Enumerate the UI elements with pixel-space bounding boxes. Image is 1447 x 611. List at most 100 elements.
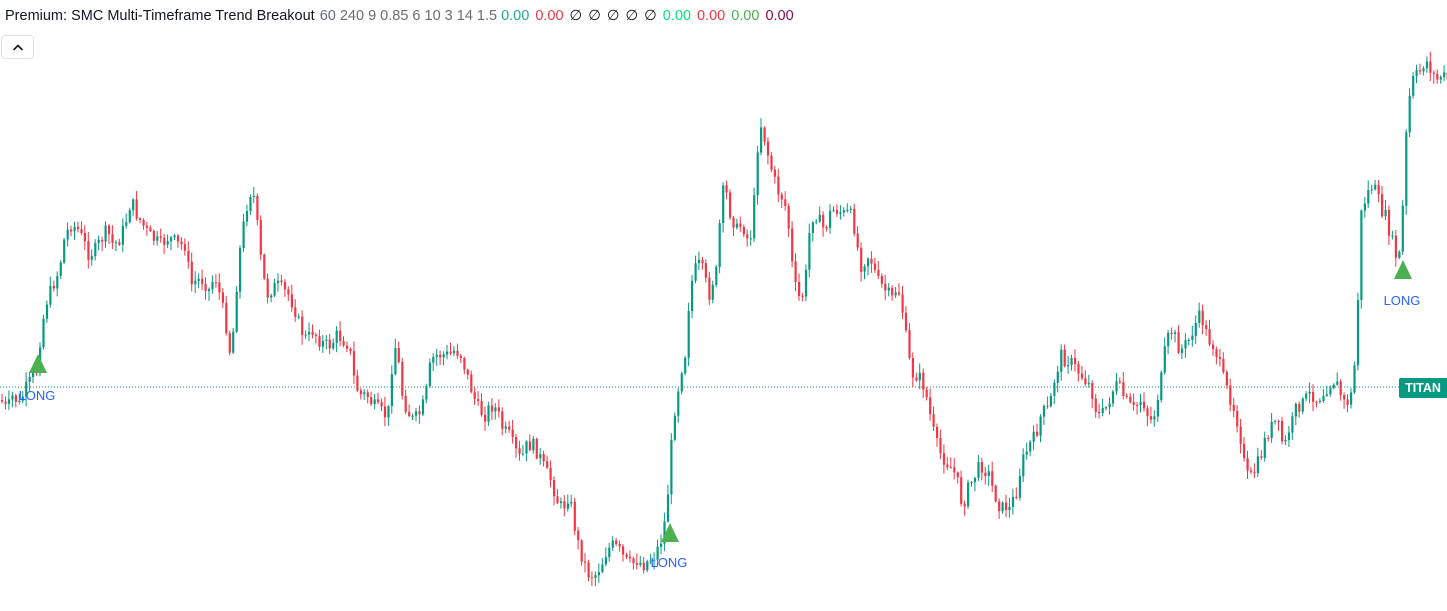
- candle-body: [225, 302, 228, 334]
- candle-body: [170, 237, 173, 242]
- candle-body: [773, 169, 776, 177]
- candle-body: [421, 399, 425, 415]
- indicator-value: ∅: [644, 8, 657, 24]
- candle-body: [1336, 381, 1339, 385]
- candle-body: [187, 250, 190, 262]
- candle-body: [349, 348, 352, 352]
- candle-body: [501, 411, 504, 429]
- candle-body: [687, 311, 690, 358]
- candle-body: [835, 209, 839, 214]
- candle-body: [94, 243, 97, 257]
- candle-body: [42, 318, 45, 348]
- candle-body: [73, 226, 76, 232]
- candle-body: [542, 454, 545, 462]
- candle-body: [594, 575, 597, 578]
- candle-body: [1177, 332, 1180, 353]
- long-signal-arrow: [1394, 260, 1412, 279]
- candle-body: [1212, 344, 1215, 350]
- candle-body: [877, 269, 880, 276]
- candle-body: [1046, 405, 1049, 407]
- candle-body: [1318, 400, 1322, 402]
- candle-body: [490, 405, 494, 412]
- candle-body: [1080, 373, 1084, 379]
- candle-body: [1063, 349, 1066, 367]
- candle-body: [1053, 382, 1056, 396]
- candle-body: [1232, 404, 1235, 411]
- candle-body: [632, 558, 635, 564]
- indicator-values: 0.00 0.00 ∅ ∅ ∅ ∅ ∅ 0.00 0.00 0.00 0.00: [501, 7, 800, 25]
- candle-body: [553, 480, 556, 497]
- candle-body: [263, 254, 266, 279]
- candle-body: [625, 554, 628, 557]
- candle-body: [580, 540, 583, 562]
- candle-body: [1111, 391, 1115, 404]
- candle-body: [987, 471, 990, 477]
- candle-body: [1136, 404, 1139, 406]
- candle-body: [715, 266, 718, 285]
- candle-body: [439, 354, 442, 358]
- candle-body: [711, 284, 714, 300]
- candle-body: [573, 501, 576, 531]
- candle-body: [377, 399, 380, 403]
- candle-body: [787, 206, 790, 229]
- indicator-legend[interactable]: Premium: SMC Multi-Timeframe Trend Break…: [5, 7, 800, 25]
- candle-body: [1339, 381, 1342, 396]
- candle-body: [1356, 300, 1360, 366]
- candle-body: [252, 196, 255, 197]
- candle-body: [1049, 395, 1052, 407]
- candle-body: [867, 258, 870, 267]
- candle-body: [1363, 203, 1366, 211]
- candle-body: [508, 426, 511, 430]
- candle-body: [273, 283, 276, 296]
- candle-body: [1270, 421, 1273, 438]
- candle-body: [484, 414, 487, 422]
- candle-body: [846, 209, 849, 211]
- candle-body: [1174, 332, 1177, 334]
- candle-body: [1067, 365, 1070, 367]
- candle-body: [415, 411, 418, 416]
- candle-body: [984, 472, 987, 476]
- candle-body: [87, 241, 90, 260]
- candle-body: [722, 185, 725, 224]
- candle-body: [1029, 441, 1032, 452]
- indicator-value: 0.00: [501, 8, 530, 24]
- candle-body: [373, 399, 376, 405]
- candle-body: [660, 543, 663, 547]
- candle-body: [1129, 396, 1132, 403]
- candle-body: [432, 356, 435, 363]
- candle-body: [425, 386, 428, 400]
- candle-body: [532, 438, 535, 451]
- candle-body: [804, 269, 808, 297]
- candle-body: [1042, 405, 1046, 417]
- candle-body: [152, 231, 155, 241]
- candle-body: [801, 296, 804, 298]
- candle-body: [1243, 443, 1246, 459]
- candle-body: [190, 261, 193, 285]
- candle-body: [442, 354, 445, 358]
- candle-body: [1032, 431, 1035, 442]
- candle-body: [1036, 431, 1039, 436]
- candle-body: [208, 289, 211, 292]
- candle-body: [656, 546, 659, 560]
- candle-body: [456, 350, 459, 356]
- candle-body: [1084, 378, 1087, 385]
- candle-body: [80, 229, 83, 233]
- candle-body: [949, 467, 952, 469]
- candle-body: [618, 544, 621, 547]
- candle-body: [811, 222, 814, 234]
- candle-body: [249, 196, 252, 211]
- collapse-legend-button[interactable]: [1, 35, 34, 59]
- candle-body: [311, 331, 314, 335]
- candle-body: [145, 225, 149, 228]
- candle-body: [1443, 72, 1446, 78]
- candle-body: [1287, 432, 1291, 440]
- candle-body: [390, 374, 393, 407]
- candle-body: [1229, 385, 1232, 405]
- symbol-price-tag[interactable]: TITAN: [1399, 378, 1447, 398]
- candle-body: [70, 229, 73, 232]
- candle-body: [1191, 335, 1194, 340]
- candle-body: [463, 358, 466, 370]
- candle-body: [556, 496, 559, 504]
